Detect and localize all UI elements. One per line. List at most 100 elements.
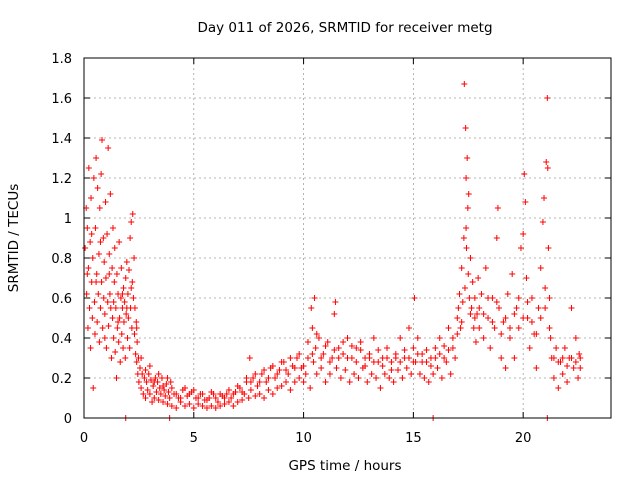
data-point [544, 95, 551, 101]
data-point [300, 379, 307, 385]
data-point [190, 387, 197, 393]
data-point [214, 399, 221, 405]
data-point [384, 355, 391, 361]
data-point [480, 335, 487, 341]
data-point [96, 205, 103, 211]
data-point [524, 299, 531, 305]
data-point [86, 305, 93, 311]
data-point [568, 305, 575, 311]
data-point [528, 319, 535, 325]
data-point [102, 275, 109, 281]
data-point [113, 375, 120, 381]
data-point [575, 375, 582, 381]
data-point [542, 305, 549, 311]
data-point [517, 245, 524, 251]
data-point [160, 383, 167, 389]
data-point [390, 379, 397, 385]
data-point [318, 355, 325, 361]
data-point [496, 305, 503, 311]
data-point [307, 385, 314, 391]
data-point [485, 315, 492, 321]
data-point [312, 345, 319, 351]
data-point [564, 363, 571, 369]
data-point [116, 239, 123, 245]
data-point [480, 311, 487, 317]
data-point [223, 391, 230, 397]
data-point [459, 299, 466, 305]
data-point [124, 291, 131, 297]
data-point [168, 403, 175, 409]
data-point [203, 397, 210, 403]
data-point [101, 259, 108, 265]
data-point [370, 359, 377, 365]
data-point [471, 295, 478, 301]
data-point [533, 331, 540, 337]
data-point [457, 325, 464, 331]
data-point [208, 403, 215, 409]
data-point [464, 205, 471, 211]
data-point [520, 231, 527, 237]
data-point [90, 385, 97, 391]
data-point [217, 391, 224, 397]
y-tick-label: 1.2 [51, 172, 72, 187]
data-point [139, 371, 146, 377]
x-tick-label: 10 [295, 431, 312, 446]
data-point [489, 319, 496, 325]
data-point [221, 395, 228, 401]
data-point [441, 355, 448, 361]
data-point [91, 299, 98, 305]
data-point [464, 155, 471, 161]
data-point [335, 345, 342, 351]
data-point [133, 319, 140, 325]
data-point [308, 305, 315, 311]
y-tick-label: 1.8 [51, 52, 72, 67]
data-point [173, 391, 180, 397]
data-point [230, 403, 237, 409]
data-point [92, 225, 99, 231]
data-point [395, 367, 402, 373]
data-point [555, 385, 562, 391]
data-point [246, 355, 253, 361]
data-point [322, 379, 329, 385]
data-point [212, 395, 219, 401]
data-point [509, 271, 516, 277]
data-point [438, 375, 445, 381]
data-point [168, 385, 175, 391]
data-point [112, 305, 119, 311]
data-point [482, 265, 489, 271]
data-point [537, 315, 544, 321]
data-point [335, 355, 342, 361]
data-point [405, 325, 412, 331]
data-point [302, 371, 309, 377]
data-point [160, 399, 167, 405]
data-point [329, 355, 336, 361]
data-point [469, 279, 476, 285]
data-point [177, 395, 184, 401]
data-point [546, 295, 553, 301]
data-point [84, 325, 91, 331]
data-point [461, 81, 468, 87]
data-point [88, 231, 95, 237]
data-point [445, 347, 452, 353]
grid-lines [84, 58, 611, 418]
data-point [261, 395, 268, 401]
data-point [401, 347, 408, 353]
data-point [458, 319, 465, 325]
data-point [103, 345, 110, 351]
data-point [491, 325, 498, 331]
data-point [99, 137, 106, 143]
data-point [559, 371, 566, 377]
data-point [150, 383, 157, 389]
data-point [234, 383, 241, 389]
data-point [340, 351, 347, 357]
data-point [421, 375, 428, 381]
data-point [522, 199, 529, 205]
chart-title: Day 011 of 2026, SRMTID for receiver met… [197, 20, 492, 36]
data-point [366, 355, 373, 361]
data-point [541, 195, 548, 201]
data-point [90, 175, 97, 181]
data-point [125, 315, 132, 321]
data-point [498, 331, 505, 337]
data-point [351, 371, 358, 377]
data-point [487, 345, 494, 351]
